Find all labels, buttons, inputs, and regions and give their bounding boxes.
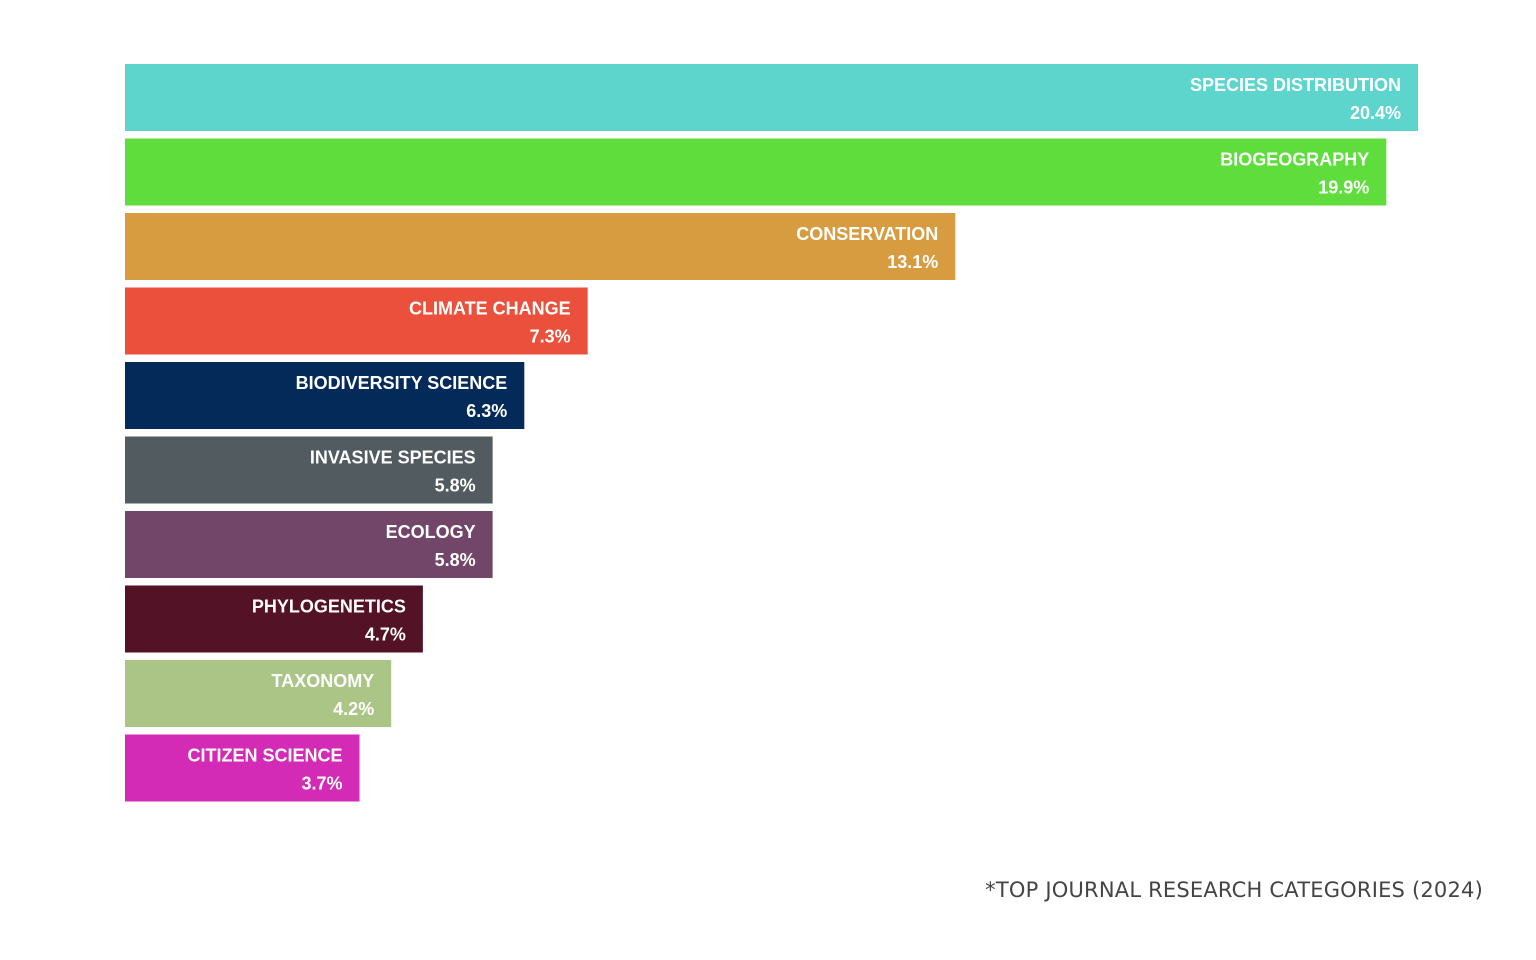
bar-value-label: 13.1% [887,252,938,272]
bar-category-label: ECOLOGY [386,522,476,542]
bar-value-label: 6.3% [466,401,507,421]
chart-footnote: *TOP JOURNAL RESEARCH CATEGORIES (2024) [985,878,1483,902]
bar-value-label: 5.8% [435,476,476,496]
bar-category-label: CITIZEN SCIENCE [187,746,342,766]
bar-value-label: 20.4% [1350,103,1401,123]
bar-category-label: SPECIES DISTRIBUTION [1190,75,1401,95]
bar-9 [125,734,360,802]
bar-1 [125,138,1387,206]
bar-value-label: 4.2% [333,699,374,719]
bar-value-label: 4.7% [365,625,406,645]
bar-6 [125,511,493,578]
bar-category-label: CONSERVATION [796,224,938,244]
bar-category-label: BIODIVERSITY SCIENCE [296,373,508,393]
bar-5 [125,436,493,504]
bar-7 [125,585,423,653]
bar-value-label: 3.7% [301,774,342,794]
bar-value-label: 7.3% [530,327,571,347]
bar-category-label: PHYLOGENETICS [252,597,406,617]
bar-0 [125,64,1418,131]
bar-4 [125,362,525,429]
bar-category-label: INVASIVE SPECIES [310,448,476,468]
bars-group: SPECIES DISTRIBUTION 20.4% BIOGEOGRAPHY 19.… [125,64,1418,802]
bar-value-label: 5.8% [435,550,476,570]
bar-category-label: BIOGEOGRAPHY [1220,150,1369,170]
bar-value-label: 19.9% [1318,178,1369,198]
bar-category-label: CLIMATE CHANGE [409,299,571,319]
bar-category-label: TAXONOMY [272,671,375,691]
bar-3 [125,287,588,355]
bar-8 [125,660,392,727]
bar-2 [125,213,956,280]
